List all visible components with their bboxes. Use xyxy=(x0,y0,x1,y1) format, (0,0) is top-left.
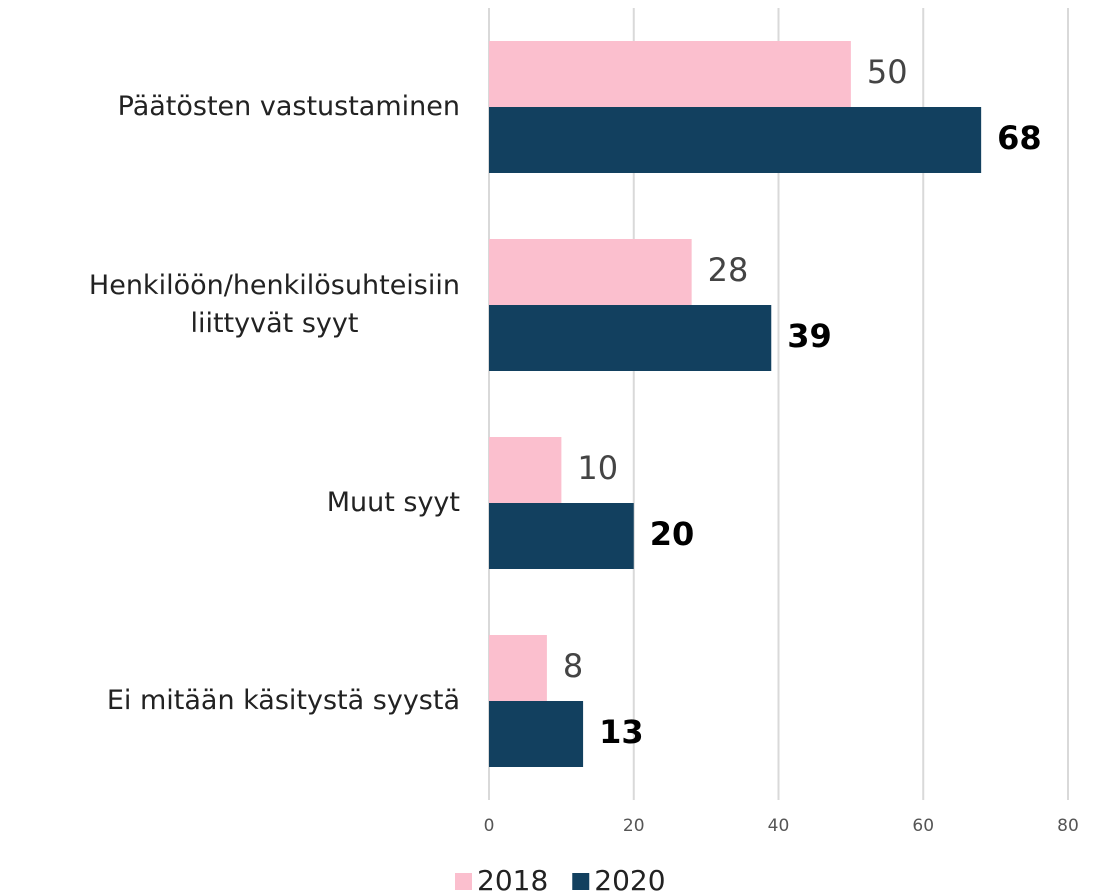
bar xyxy=(489,701,584,767)
data-label: 50 xyxy=(867,53,908,91)
x-tick-label: 40 xyxy=(768,816,790,836)
y-tick-label: Muut syyt xyxy=(326,487,460,518)
bar xyxy=(489,41,851,107)
data-label: 20 xyxy=(650,515,695,553)
data-label: 8 xyxy=(563,647,583,685)
bar xyxy=(489,107,982,173)
legend-label: 2018 xyxy=(477,864,548,895)
legend-label: 2020 xyxy=(594,864,665,895)
data-label: 28 xyxy=(708,251,749,289)
x-tick-label: 80 xyxy=(1057,816,1079,836)
y-tick-label: Ei mitään käsitystä syystä xyxy=(106,685,460,716)
y-tick-label: Päätösten vastustaminen xyxy=(117,91,460,122)
x-tick-label: 20 xyxy=(623,816,645,836)
y-tick-label: Henkilöön/henkilösuhteisiin liittyvät sy… xyxy=(88,270,460,339)
bar xyxy=(489,437,562,503)
bar xyxy=(489,239,692,305)
data-label: 10 xyxy=(577,449,618,487)
legend-swatch xyxy=(455,873,472,890)
data-label: 68 xyxy=(997,119,1042,157)
x-tick-label: 0 xyxy=(484,816,495,836)
bar xyxy=(489,503,634,569)
bar xyxy=(489,305,772,371)
data-label: 39 xyxy=(787,317,832,355)
bar xyxy=(489,635,547,701)
data-label: 13 xyxy=(599,713,644,751)
x-tick-label: 60 xyxy=(912,816,934,836)
legend-swatch xyxy=(572,873,590,890)
